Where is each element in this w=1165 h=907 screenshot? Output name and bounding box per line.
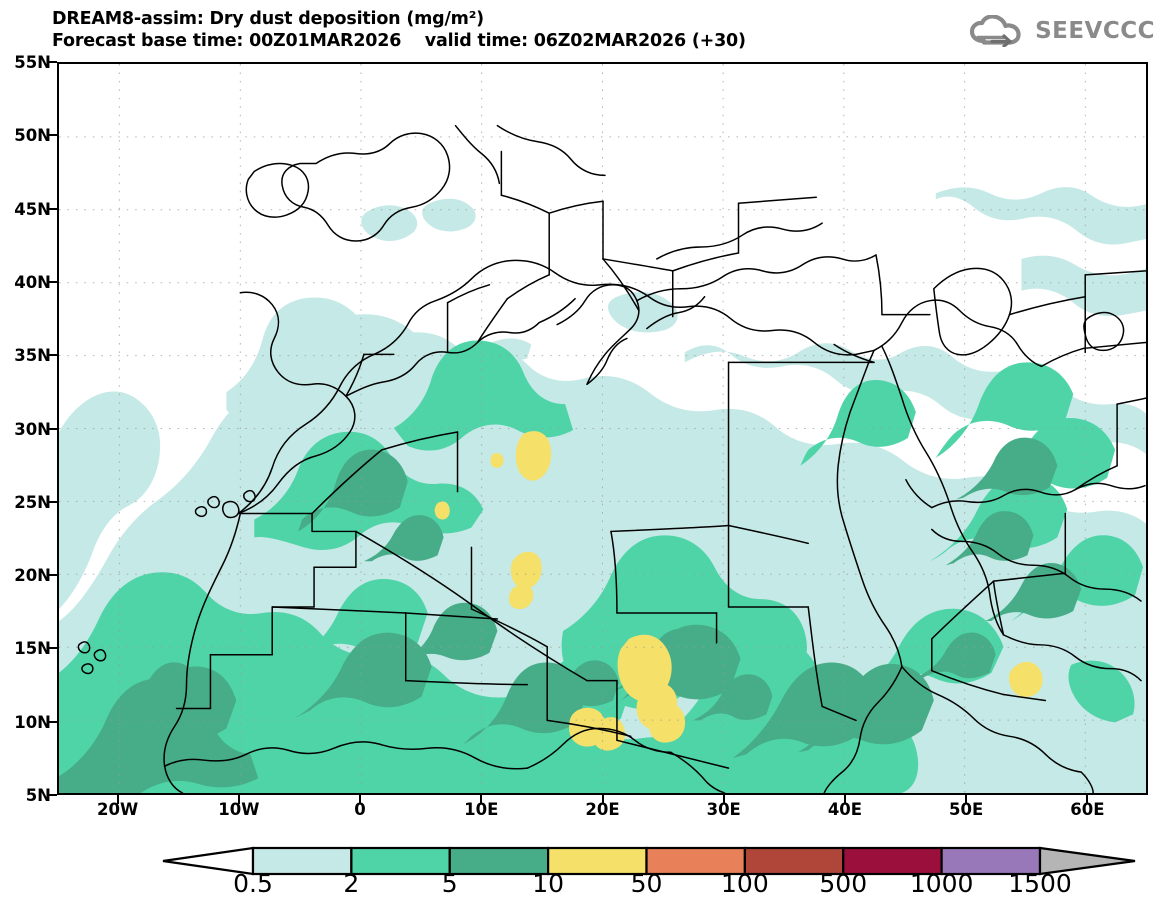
page-title: DREAM8-assim: Dry dust deposition (mg/m²… [52, 9, 484, 29]
x-tick-label: 10W [218, 800, 260, 819]
contour-band-10-50 [434, 431, 1043, 751]
contour-band-5-10 [59, 437, 1082, 793]
colorbar[interactable]: 0.5 2 5 10 50 100 500 1000 1500 [0, 845, 1165, 907]
y-tick-mark [48, 574, 57, 577]
colorbar-tick-label: 100 [721, 869, 769, 898]
y-tick-label: 25N [14, 492, 51, 512]
y-tick-mark [48, 134, 57, 137]
colorbar-band-0.5-2 [251, 846, 353, 876]
x-tick-label: 0 [354, 800, 366, 819]
colorbar-tick-label: 1000 [909, 869, 974, 898]
y-tick-label: 5N [25, 786, 51, 805]
x-tick-mark [359, 795, 362, 804]
seevccc-logo: SEEVCCC [970, 14, 1155, 48]
y-tick-mark [48, 354, 57, 357]
x-tick-mark [237, 795, 240, 804]
x-tick-mark [116, 795, 119, 804]
chart-header: DREAM8-assim: Dry dust deposition (mg/m²… [0, 0, 1165, 60]
y-tick-label: 40N [14, 272, 51, 292]
colorbar-tick-label: 1500 [1008, 869, 1072, 898]
y-tick-label: 30N [14, 419, 51, 439]
x-tick-mark [601, 795, 604, 804]
colorbar-tick-label: 2 [343, 869, 360, 898]
colorbar-tick-label: 500 [819, 869, 868, 898]
cloud-wind-icon [970, 15, 1021, 47]
y-tick-mark [48, 280, 57, 283]
colorbar-tick-label: 10 [532, 869, 565, 898]
y-tick-mark [48, 427, 57, 430]
y-tick-mark [48, 720, 57, 723]
y-tick-mark [48, 500, 57, 503]
y-tick-label: 55N [14, 53, 51, 72]
map-plot-area[interactable] [57, 62, 1148, 795]
x-tick-mark [1086, 795, 1089, 804]
colorbar-band-100-500 [743, 846, 845, 876]
colorbar-band-above-1500 [1038, 846, 1136, 876]
x-tick-mark [722, 795, 725, 804]
dust-deposition-map [59, 64, 1146, 793]
coastlines-and-borders [77, 124, 1146, 793]
colorbar-swatches [162, 846, 1136, 876]
x-tick-mark [965, 795, 968, 804]
forecast-time-subtitle: Forecast base time: 00Z01MAR2026 valid t… [52, 31, 746, 51]
colorbar-band-500-1000 [842, 846, 943, 876]
x-tick-label: 50E [949, 800, 984, 819]
x-tick-mark [480, 795, 483, 804]
y-tick-label: 45N [14, 199, 51, 219]
y-tick-label: 10N [14, 712, 51, 732]
logo-text: SEEVCCC [1035, 18, 1155, 44]
y-tick-label: 20N [14, 566, 51, 586]
colorbar-tick-label: 5 [441, 869, 458, 898]
x-tick-label: 30E [706, 800, 741, 819]
x-tick-label: 60E [1070, 800, 1105, 819]
y-tick-label: 15N [14, 639, 51, 659]
x-tick-label: 40E [827, 800, 863, 819]
y-tick-mark [48, 794, 57, 796]
colorbar-tick-label: 50 [630, 869, 663, 898]
x-tick-label: 10E [464, 800, 499, 819]
y-tick-mark [48, 207, 57, 210]
colorbar-band-2-5 [350, 846, 451, 876]
x-tick-label: 20W [97, 800, 139, 819]
y-tick-label: 35N [14, 346, 51, 366]
y-tick-label: 50N [14, 126, 51, 146]
x-tick-mark [843, 795, 846, 804]
colorbar-band-1000-1500 [940, 846, 1042, 876]
colorbar-band-10-50 [547, 846, 648, 876]
colorbar-band-50-100 [645, 846, 746, 876]
x-tick-label: 20E [585, 800, 620, 819]
y-tick-mark [48, 61, 57, 63]
y-tick-mark [48, 647, 57, 650]
colorbar-tick-label: 0.5 [233, 869, 273, 898]
